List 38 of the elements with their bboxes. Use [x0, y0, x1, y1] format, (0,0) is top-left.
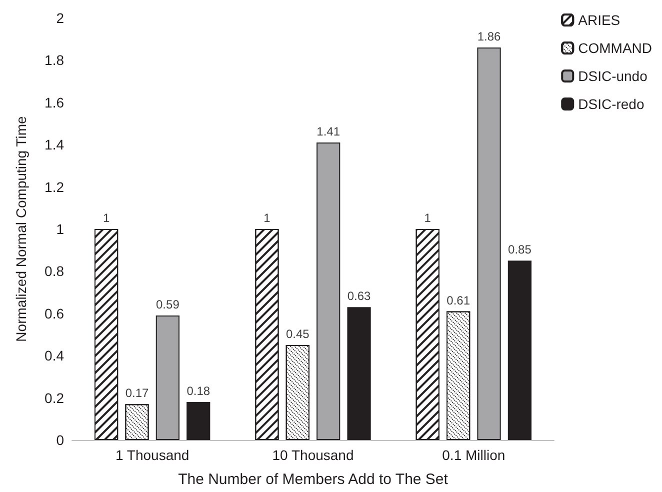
y-tick-label: 2 — [56, 10, 64, 26]
y-tick-label: 0.4 — [44, 348, 64, 364]
data-label: 1 — [264, 211, 271, 225]
data-label: 1 — [424, 211, 432, 225]
y-tick-label: 0 — [56, 432, 64, 448]
bar — [316, 142, 340, 440]
y-tick-label: 0.6 — [44, 305, 64, 322]
legend-label: DSIC-redo — [578, 96, 644, 112]
y-tick-label: 1.4 — [44, 136, 64, 153]
data-label: 0.63 — [347, 289, 372, 304]
bar — [477, 48, 501, 440]
legend-label: COMMAND — [578, 40, 652, 56]
y-tick-label: 1.6 — [44, 94, 64, 110]
data-label: 0.18 — [186, 384, 210, 398]
x-tick-label: 10 Thousand — [272, 447, 354, 463]
bar — [186, 402, 210, 440]
data-label: 0.45 — [286, 327, 310, 342]
data-label: 0.17 — [125, 386, 149, 400]
data-label: 0.61 — [446, 293, 470, 308]
legend-label: DSIC-undo — [578, 68, 648, 84]
data-label: 0.85 — [508, 242, 532, 257]
data-label: 1.41 — [316, 124, 340, 138]
y-tick-label: 1 — [56, 221, 64, 237]
y-tick-label: 1.8 — [44, 52, 64, 68]
y-tick-label: 1.2 — [44, 178, 64, 195]
legend-label: ARIES — [578, 12, 620, 28]
y-tick-label: 0.2 — [44, 390, 64, 406]
y-tick-label: 0.8 — [44, 263, 64, 280]
y-axis-title: Normalized Normal Computing Time — [13, 116, 29, 342]
x-tick-label: 0.1 Million — [442, 447, 506, 463]
x-axis-title: The Number of Members Add to The Set — [178, 471, 449, 488]
data-label: 1.86 — [477, 30, 502, 44]
x-tick-label: 1 Thousand — [115, 447, 190, 463]
bar — [508, 260, 532, 440]
bar — [156, 316, 180, 440]
data-label: 1 — [102, 211, 110, 225]
data-label: 0.59 — [156, 298, 180, 312]
bar — [347, 307, 371, 440]
